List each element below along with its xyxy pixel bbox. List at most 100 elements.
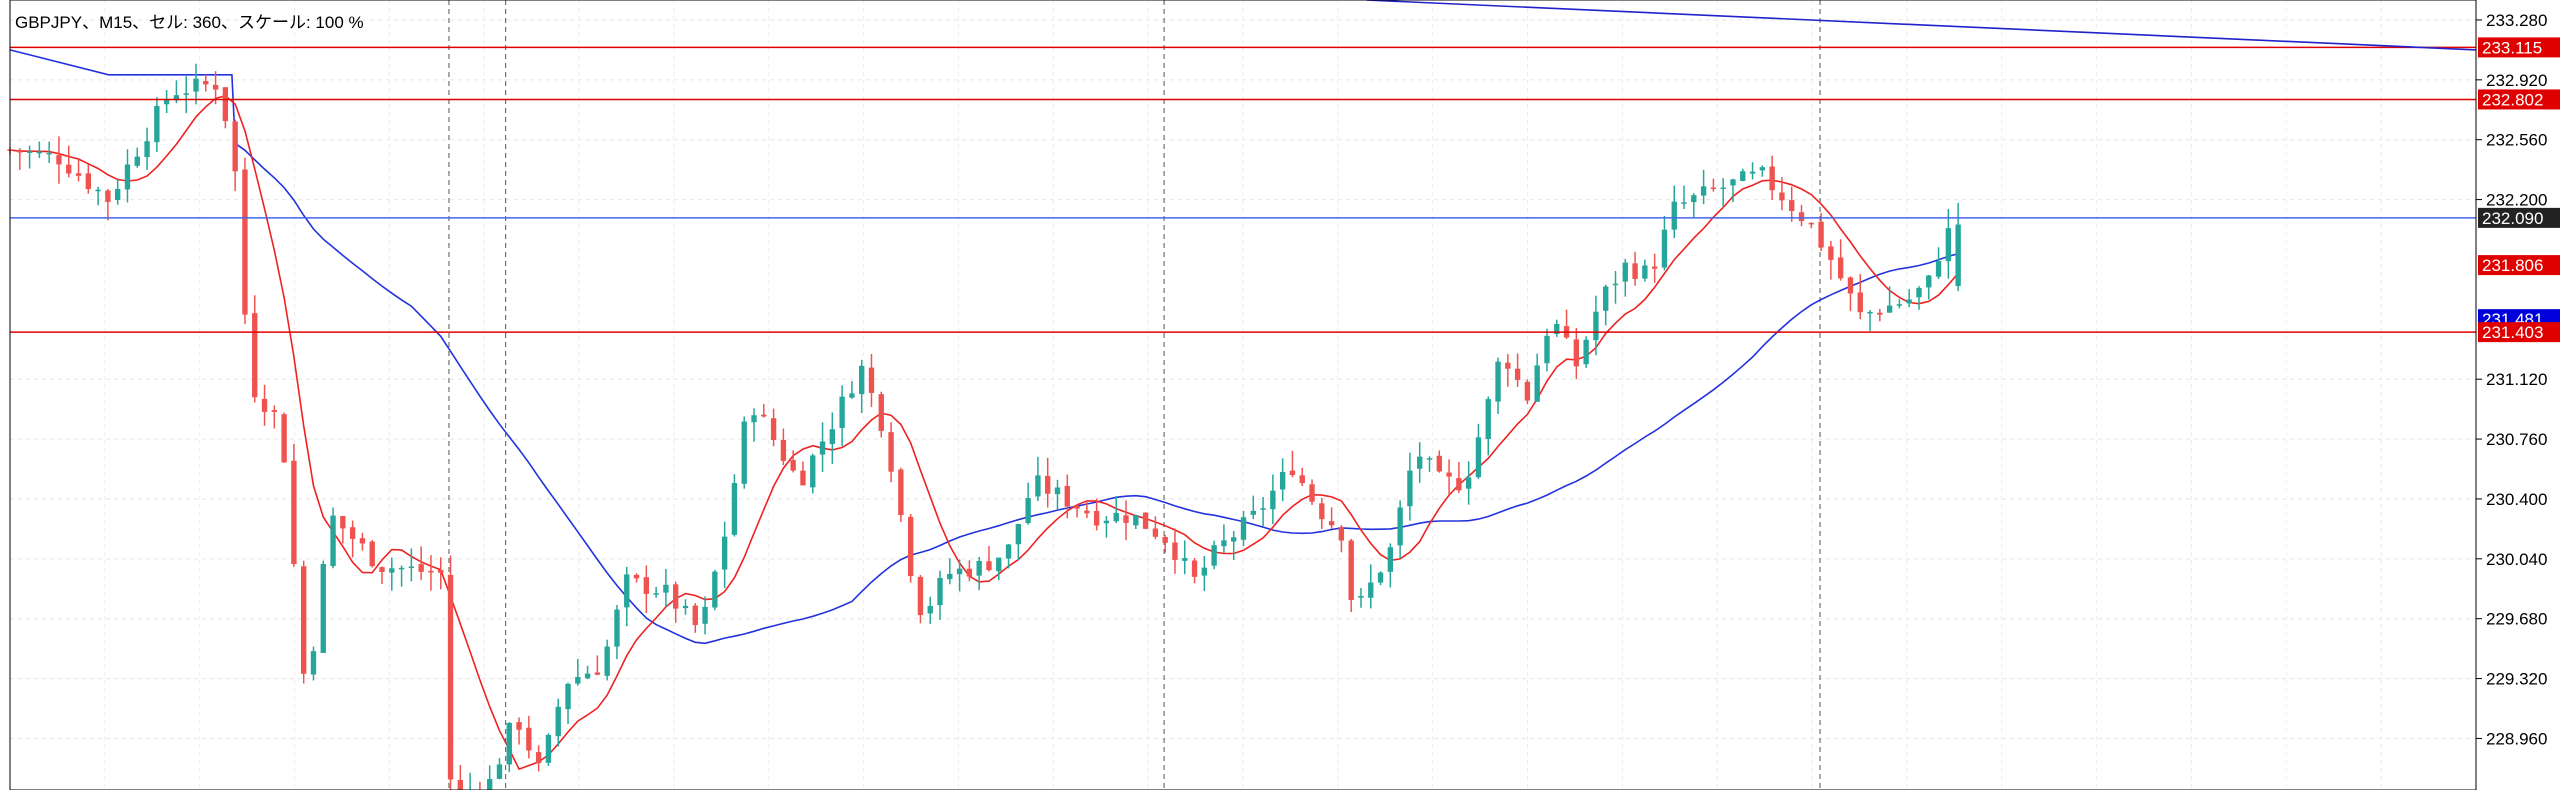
bull-candle — [849, 393, 855, 398]
bull-candle — [183, 93, 189, 95]
bear-candle — [1818, 221, 1824, 248]
price-tag-label: 231.806 — [2482, 256, 2543, 275]
bull-candle — [124, 164, 131, 190]
bear-candle — [526, 727, 532, 751]
bull-candle — [193, 78, 199, 92]
bear-candle — [379, 567, 385, 573]
bear-candle — [1299, 475, 1305, 484]
bull-candle — [731, 483, 738, 535]
horizontal-lines[interactable] — [10, 46, 2476, 333]
bear-candle — [673, 584, 679, 609]
bull-candle — [1544, 335, 1550, 364]
bull-candle — [1945, 228, 1952, 262]
y-tick-label: 233.280 — [2486, 11, 2547, 30]
bear-candle — [1338, 526, 1345, 541]
bull-candle — [584, 673, 591, 679]
bear-candle — [907, 516, 914, 577]
bear-candle — [1514, 368, 1521, 380]
bull-candle — [555, 706, 561, 737]
bear-candle — [301, 566, 307, 674]
bull-candle — [565, 683, 571, 710]
bear-candle — [594, 672, 601, 675]
bull-candle — [1240, 517, 1247, 540]
price-axis: 233.280 232.920 232.560 232.200 231.120 230.7… — [2476, 11, 2547, 748]
bear-candle — [1857, 292, 1863, 313]
bull-candle — [937, 577, 943, 606]
bull-candle — [154, 105, 160, 143]
price-tag — [2478, 322, 2560, 343]
bear-candle — [1573, 339, 1580, 367]
bear-candle — [1152, 528, 1159, 537]
bull-candle — [115, 188, 121, 200]
bear-candle — [1162, 536, 1168, 543]
chart-title: GBPJPY、M15、セル: 360、スケール: 100 % — [15, 13, 364, 32]
bear-candle — [1319, 503, 1325, 520]
bull-candle — [389, 568, 395, 573]
bull-candle — [1671, 201, 1677, 230]
bear-candle — [633, 574, 640, 579]
bull-candle — [712, 571, 718, 608]
bear-candle — [105, 190, 111, 202]
bull-candle — [1691, 195, 1697, 203]
bull-candle — [134, 156, 140, 166]
bull-candle — [956, 568, 963, 575]
bear-candle — [1847, 277, 1854, 294]
bear-candle — [1348, 540, 1354, 600]
bear-candle — [790, 460, 796, 471]
bear-candle — [878, 394, 884, 431]
bull-candle — [1534, 365, 1540, 402]
price-tag-label: 232.090 — [2482, 209, 2543, 228]
bull-candle — [1368, 582, 1374, 598]
bull-candle — [947, 573, 953, 580]
price-tags: 231.806231.481233.115232.802232.090231.4… — [2478, 37, 2560, 343]
bear-candle — [888, 432, 894, 472]
bull-candle — [408, 566, 415, 568]
bull-candle — [604, 646, 610, 676]
bull-candle — [46, 152, 52, 155]
bull-candle — [1377, 572, 1384, 583]
bear-candle — [17, 149, 23, 153]
price-tag — [2478, 207, 2560, 228]
bull-candle — [575, 676, 581, 684]
bull-candle — [1740, 171, 1746, 181]
bull-candle — [36, 151, 43, 154]
bear-candle — [1436, 455, 1442, 472]
bull-candle — [1955, 224, 1961, 287]
bear-candle — [428, 570, 434, 573]
trendline — [1366, 0, 2477, 51]
bear-candle — [212, 84, 219, 90]
bull-candle — [682, 605, 689, 609]
bear-candle — [966, 568, 973, 577]
candles — [7, 63, 1961, 795]
bull-candle — [1358, 595, 1364, 598]
bull-candle — [702, 606, 708, 624]
bear-candle — [1084, 510, 1090, 514]
bull-candle — [614, 609, 620, 647]
bull-candle — [1554, 324, 1560, 334]
bull-candle — [1661, 229, 1668, 268]
trendlines[interactable] — [1366, 0, 2477, 51]
bull-candle — [1720, 187, 1726, 190]
bull-candle — [839, 396, 845, 428]
bear-candle — [457, 780, 464, 792]
bull-candle — [1231, 537, 1237, 542]
bull-candle — [1603, 286, 1609, 311]
bull-candle — [1593, 311, 1599, 341]
bear-candle — [232, 121, 238, 172]
price-tag-label: 231.403 — [2482, 323, 2543, 342]
y-tick-label: 228.960 — [2486, 729, 2547, 748]
bull-candle — [1005, 544, 1012, 559]
bull-candle — [310, 651, 317, 675]
bull-candle — [1867, 312, 1873, 314]
bull-candle — [487, 779, 493, 795]
bear-candle — [1505, 362, 1511, 369]
price-tag — [2478, 255, 2560, 276]
bear-candle — [1779, 192, 1785, 201]
bull-candle — [1681, 202, 1687, 204]
bear-candle — [1769, 166, 1775, 191]
bull-candle — [1025, 497, 1031, 524]
bull-candle — [663, 584, 669, 593]
bear-candle — [271, 410, 277, 412]
